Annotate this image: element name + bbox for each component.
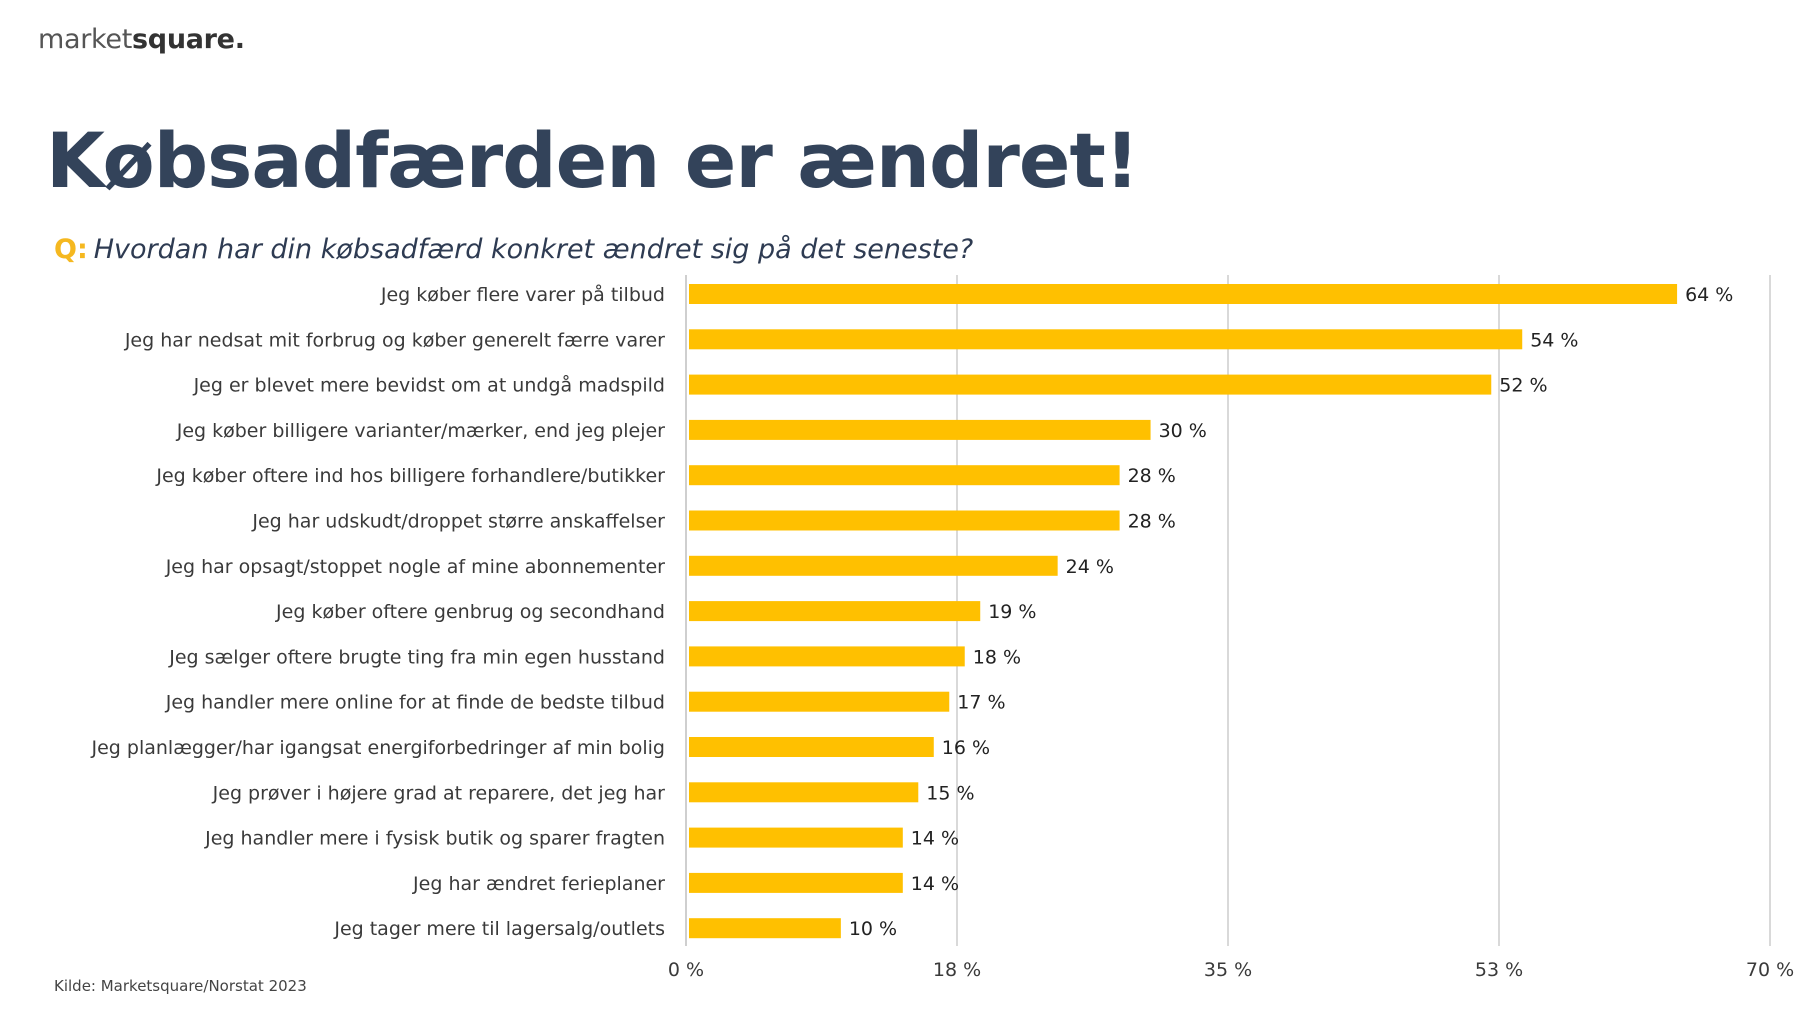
- bar: [689, 601, 981, 622]
- value-label: 19 %: [988, 601, 1036, 623]
- value-label: 14 %: [911, 873, 959, 895]
- bar: [689, 510, 1120, 531]
- x-tick-label: 0 %: [668, 959, 704, 981]
- bar: [689, 646, 965, 667]
- category-label: Jeg køber oftere genbrug og secondhand: [275, 601, 665, 623]
- x-tick-label: 53 %: [1475, 959, 1523, 981]
- value-label: 64 %: [1685, 284, 1733, 306]
- question-text: Hvordan har din købsadfærd konkret ændre…: [93, 234, 974, 265]
- category-label: Jeg har udskudt/droppet større anskaffel…: [251, 511, 665, 533]
- category-label: Jeg har nedsat mit forbrug og køber gene…: [124, 329, 665, 351]
- bar: [689, 374, 1492, 395]
- marketsquare-logo: marketsquare.: [38, 24, 245, 55]
- bar: [689, 691, 950, 712]
- x-tick-label: 70 %: [1746, 959, 1794, 981]
- question-subtitle: Q: Hvordan har din købsadfærd konkret ænd…: [54, 234, 973, 265]
- category-label: Jeg køber oftere ind hos billigere forha…: [155, 465, 665, 487]
- category-label: Jeg handler mere online for at finde de …: [165, 692, 665, 714]
- bar: [689, 872, 903, 893]
- value-label: 54 %: [1530, 329, 1578, 351]
- category-label: Jeg er blevet mere bevidst om at undgå m…: [193, 374, 665, 397]
- question-prefix: Q:: [54, 234, 88, 265]
- logo-text-light: market: [38, 24, 133, 55]
- value-label: 28 %: [1128, 465, 1176, 487]
- category-label: Jeg prøver i højere grad at reparere, de…: [212, 782, 666, 804]
- value-label: 10 %: [849, 918, 897, 940]
- bar: [689, 284, 1678, 304]
- bar: [689, 918, 841, 939]
- x-tick-label: 35 %: [1204, 959, 1252, 981]
- value-label: 30 %: [1159, 420, 1207, 442]
- value-label: 18 %: [973, 646, 1021, 668]
- bar: [689, 555, 1058, 576]
- category-label: Jeg planlægger/har igangsat energiforbed…: [91, 737, 665, 759]
- bar: [689, 329, 1523, 350]
- value-label: 28 %: [1128, 511, 1176, 533]
- category-label: Jeg køber billigere varianter/mærker, en…: [176, 420, 665, 442]
- category-label: Jeg handler mere i fysisk butik og spare…: [204, 828, 665, 850]
- bar: [689, 465, 1120, 486]
- category-label: Jeg har opsagt/stoppet nogle af mine abo…: [165, 556, 665, 578]
- value-label: 17 %: [957, 692, 1005, 714]
- category-label: Jeg sælger oftere brugte ting fra min eg…: [168, 646, 665, 668]
- category-label: Jeg køber flere varer på tilbud: [380, 283, 665, 306]
- value-label: 14 %: [911, 828, 959, 850]
- x-tick-label: 18 %: [933, 959, 981, 981]
- category-label: Jeg tager mere til lagersalg/outlets: [333, 918, 665, 940]
- bar: [689, 782, 919, 803]
- value-label: 24 %: [1066, 556, 1114, 578]
- source-note: Kilde: Marketsquare/Norstat 2023: [54, 977, 307, 995]
- category-label: Jeg har ændret ferieplaner: [412, 873, 665, 895]
- logo-text-bold: square.: [132, 24, 245, 55]
- value-label: 52 %: [1499, 375, 1547, 397]
- value-label: 15 %: [926, 782, 974, 804]
- bar: [689, 827, 903, 848]
- value-label: 16 %: [942, 737, 990, 759]
- bar: [689, 419, 1151, 440]
- page-title: Købsadfærden er ændret!: [46, 116, 1139, 205]
- bar: [689, 737, 934, 757]
